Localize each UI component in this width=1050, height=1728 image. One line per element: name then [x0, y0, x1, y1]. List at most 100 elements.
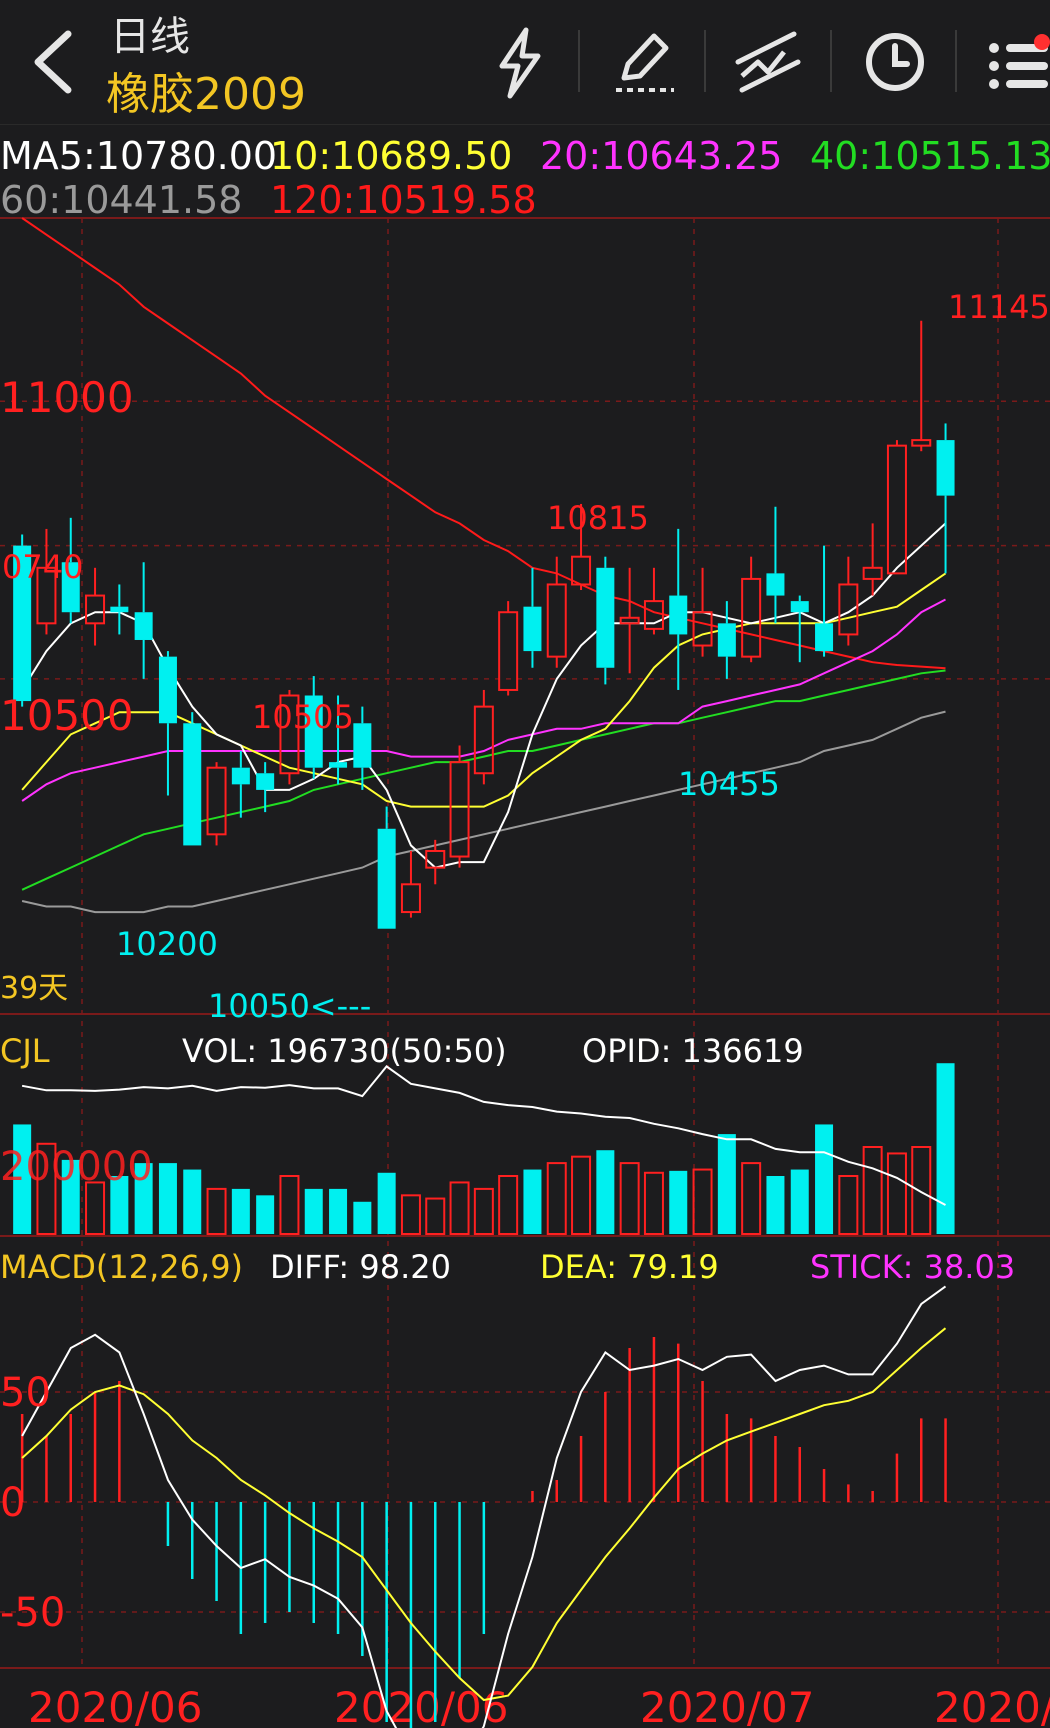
volume-bar — [717, 1134, 736, 1234]
volume-bar — [473, 1187, 494, 1236]
candle — [183, 723, 202, 846]
candle — [815, 623, 834, 652]
volume-bar — [790, 1169, 809, 1234]
ma60-line — [21, 710, 946, 914]
volume-bar — [619, 1162, 640, 1235]
candle — [449, 761, 470, 858]
volume-value: VOL: 196730(50:50) — [182, 1032, 507, 1070]
candle — [473, 705, 494, 775]
candle — [669, 595, 688, 635]
clock-icon[interactable] — [855, 22, 935, 102]
peak-price-label: 10815 — [547, 499, 649, 537]
volume-bar — [36, 1142, 57, 1236]
candle — [936, 440, 955, 496]
volume-bar — [183, 1169, 202, 1234]
kline-chart[interactable]: 2020/06 2020/06 2020/07 2020/0 50 0 -50 11000… — [0, 124, 1050, 1728]
candle — [790, 601, 809, 613]
candle — [523, 606, 542, 652]
candle — [886, 444, 907, 575]
candle — [400, 883, 421, 914]
ma120-line — [21, 217, 946, 670]
volume-bar — [741, 1162, 762, 1235]
macd-stick-value: STICK: 38.03 — [810, 1248, 1015, 1286]
x-axis-date-label: 2020/06 — [28, 1683, 202, 1728]
volume-bar — [110, 1176, 129, 1234]
x-axis-date-label: 2020/06 — [334, 1683, 508, 1728]
volume-bar — [279, 1175, 300, 1235]
volume-bar — [596, 1150, 615, 1234]
candle — [425, 849, 446, 869]
lightning-icon[interactable] — [480, 22, 560, 102]
volume-bar — [498, 1175, 519, 1235]
volume-indicator-name[interactable]: CJL — [0, 1032, 50, 1070]
candle — [571, 555, 592, 586]
volume-bar — [13, 1124, 32, 1234]
price-tick-11000: 11000 — [0, 373, 134, 422]
volume-bar — [838, 1175, 859, 1235]
days-label: 39天 — [0, 971, 68, 1006]
volume-bar — [886, 1152, 907, 1236]
low-price-label: 10200 — [116, 925, 218, 963]
ma10-value: 10:10689.50 — [270, 134, 513, 178]
volume-bar — [158, 1163, 177, 1234]
volume-bar — [400, 1194, 421, 1236]
candle — [377, 828, 396, 929]
volume-bar — [692, 1168, 713, 1235]
ma40-line — [21, 669, 946, 891]
candle — [741, 577, 762, 658]
mid-low-label: 10455 — [678, 765, 780, 803]
left-high-label: 0740 — [2, 548, 83, 586]
candle — [619, 616, 640, 625]
price-tick-10500: 10500 — [0, 691, 134, 740]
candle — [134, 612, 153, 640]
x-axis-date-label: 2020/07 — [640, 1683, 814, 1728]
high-price-label: 11145 — [948, 288, 1050, 326]
page-title: 日线 — [110, 14, 190, 60]
candle — [862, 566, 883, 580]
macd-tick-label: 50 — [0, 1370, 51, 1416]
lowest-price-label: 10050<--- — [208, 987, 371, 1025]
ma60-value: 60:10441.58 — [0, 178, 243, 222]
candle — [766, 573, 785, 596]
ma20-value: 20:10643.25 — [540, 134, 783, 178]
volume-scale-label: 200000 — [0, 1144, 153, 1190]
candle — [911, 439, 932, 447]
x-axis-date-label: 2020/0 — [934, 1683, 1050, 1728]
toolbar-divider — [704, 30, 706, 92]
candle — [85, 594, 106, 625]
draw-icon[interactable] — [604, 22, 684, 102]
candle — [353, 723, 372, 768]
volume-bar — [669, 1170, 688, 1234]
volume-bar — [449, 1181, 470, 1236]
candle — [838, 583, 859, 636]
macd-indicator-name[interactable]: MACD(12,26,9) — [0, 1248, 243, 1286]
trend-lines-icon[interactable] — [728, 22, 808, 102]
contract-name[interactable]: 橡胶2009 — [106, 69, 306, 120]
top-bar: 日线 橡胶2009 — [0, 0, 1050, 125]
back-icon[interactable] — [28, 22, 88, 102]
macd-diff-line — [21, 1285, 947, 1728]
candle — [596, 567, 615, 668]
ma40-value: 40:10515.13 — [810, 134, 1050, 178]
macd-dea-value: DEA: 79.19 — [540, 1248, 719, 1286]
candle — [279, 694, 300, 775]
menu-icon[interactable] — [978, 22, 1050, 102]
macd-diff-value: DIFF: 98.20 — [270, 1248, 451, 1286]
volume-bar — [766, 1176, 785, 1234]
candle — [498, 611, 519, 691]
volume-bar — [643, 1171, 664, 1236]
volume-bar — [256, 1195, 275, 1234]
ma120-value: 120:10519.58 — [270, 178, 537, 222]
candle — [110, 606, 129, 613]
toolbar-divider — [830, 30, 832, 92]
volume-bar — [425, 1197, 446, 1235]
mid-high-label: 10505 — [252, 698, 354, 736]
candle — [304, 695, 323, 768]
volume-bar — [85, 1181, 106, 1236]
volume-bar — [231, 1188, 250, 1234]
candle — [61, 562, 80, 613]
open-interest-value: OPID: 136619 — [582, 1032, 804, 1070]
candle — [231, 767, 250, 785]
macd-tick-label: 0 — [0, 1480, 25, 1526]
candle — [643, 600, 664, 630]
